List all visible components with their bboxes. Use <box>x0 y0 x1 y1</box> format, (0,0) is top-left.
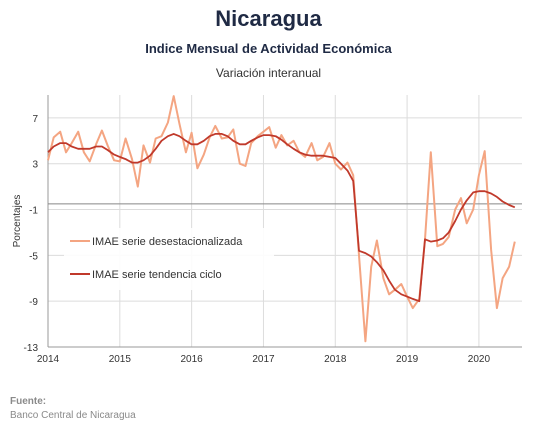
x-tick-label: 2016 <box>181 354 204 365</box>
chart-subtitle-secondary: Variación interanual <box>215 66 322 80</box>
legend-box <box>64 228 274 290</box>
y-tick-label: 3 <box>32 160 38 171</box>
y-tick-label: -13 <box>24 343 39 354</box>
y-tick-label: -1 <box>29 206 38 217</box>
y-tick-label: -9 <box>29 297 38 308</box>
legend-label-2: IMAE serie tendencia ciclo <box>92 269 222 281</box>
legend-label-1: IMAE serie desestacionalizada <box>92 236 243 248</box>
x-tick-label: 2015 <box>109 354 132 365</box>
x-tick-label: 2018 <box>324 354 347 365</box>
chart-title: Nicaragua <box>215 6 322 31</box>
source-label: Fuente: <box>10 396 47 407</box>
x-tick-label: 2019 <box>396 354 419 365</box>
y-tick-label: -5 <box>29 251 38 262</box>
x-tick-label: 2014 <box>37 354 60 365</box>
chart-subtitle: Indice Mensual de Actividad Económica <box>145 41 392 56</box>
x-tick-label: 2017 <box>252 354 275 365</box>
source-text: Banco Central de Nicaragua <box>10 410 136 421</box>
series-line-1 <box>47 95 516 343</box>
series-line-2 <box>47 133 516 303</box>
y-tick-label: 7 <box>32 114 38 125</box>
x-tick-label: 2020 <box>468 354 491 365</box>
y-axis-label: Porcentajes <box>12 195 23 248</box>
